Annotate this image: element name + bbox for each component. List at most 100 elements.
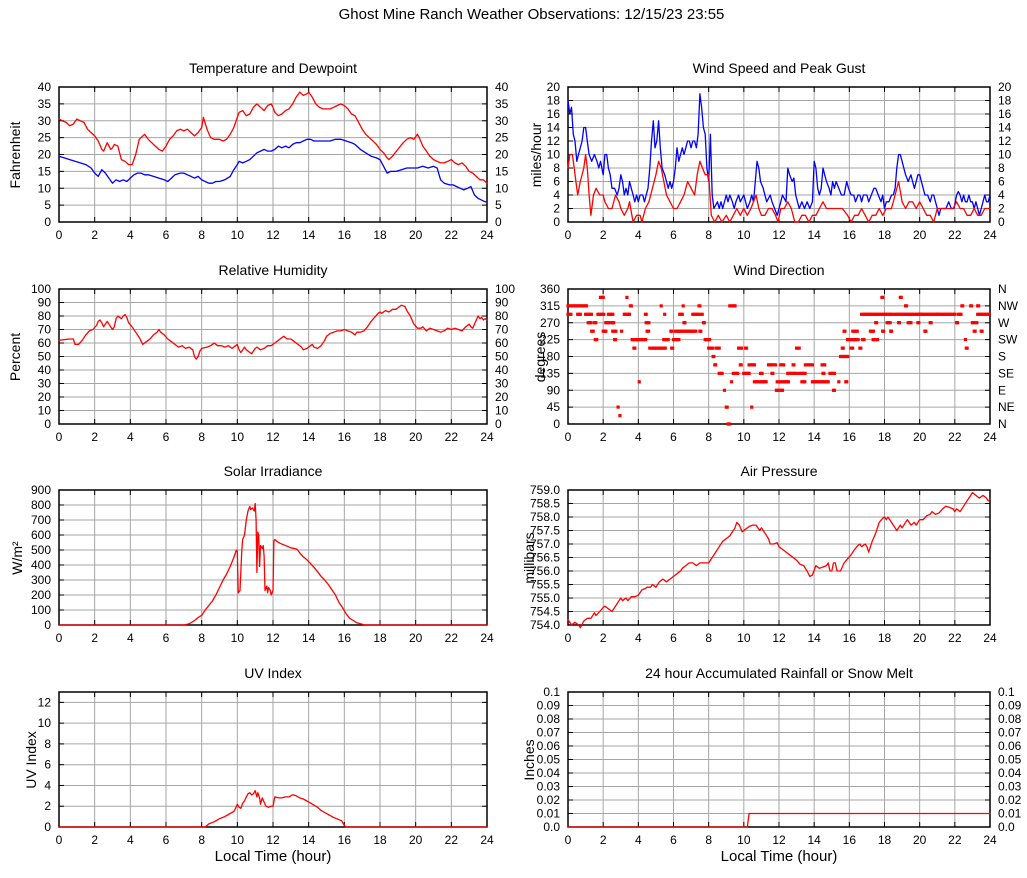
chart-title-wind-direction: Wind Direction [733,262,825,278]
svg-text:135: 135 [540,366,560,380]
chart-canvas-solar-irradiance: 0 2 4 6 8 10 12 14 16 18 20 22 240100200300400500600… [31,483,494,645]
series-uv-index [58,790,488,828]
svg-text:10: 10 [737,631,751,645]
svg-text:900: 900 [31,483,51,497]
svg-text:18: 18 [878,228,892,242]
svg-text:0.0: 0.0 [998,820,1015,834]
svg-text:0.02: 0.02 [998,793,1022,807]
svg-text:0.07: 0.07 [537,726,561,740]
chart-title-air-pressure: Air Pressure [740,463,818,479]
svg-text:10: 10 [998,148,1012,162]
svg-text:0.04: 0.04 [537,766,561,780]
svg-text:0: 0 [495,417,502,431]
svg-text:40: 40 [38,363,52,377]
svg-text:8: 8 [705,430,712,444]
svg-text:6: 6 [670,833,677,847]
svg-text:10: 10 [547,148,561,162]
svg-text:14: 14 [807,631,821,645]
svg-text:0.07: 0.07 [998,726,1022,740]
chart-title-rainfall: 24 hour Accumulated Rainfall or Snow Mel… [645,665,913,681]
svg-text:20: 20 [547,80,561,94]
svg-text:14: 14 [807,228,821,242]
svg-text:12: 12 [772,833,786,847]
svg-text:20: 20 [998,80,1012,94]
svg-text:4: 4 [127,228,134,242]
svg-text:14: 14 [302,430,316,444]
svg-text:22: 22 [445,631,459,645]
tick-labels: 0 2 4 6 8 10 12 14 16 18 20 22 24754.0754.5755.0755.… [530,483,997,645]
series-relative-humidity [58,304,488,360]
svg-text:0: 0 [565,430,572,444]
svg-text:24: 24 [983,631,997,645]
svg-text:4: 4 [998,188,1005,202]
svg-text:20: 20 [913,833,927,847]
tick-labels: 0 2 4 6 8 10 12 14 16 18 20 22 240.0 0.00.01 0.010.02 0… [537,685,1022,847]
svg-text:0: 0 [56,631,63,645]
svg-text:35: 35 [495,97,509,111]
svg-text:360: 360 [540,282,560,296]
svg-text:2: 2 [91,631,98,645]
svg-text:16: 16 [843,228,857,242]
svg-text:2: 2 [600,631,607,645]
svg-text:22: 22 [948,228,962,242]
svg-text:6: 6 [670,631,677,645]
svg-text:4: 4 [553,188,560,202]
svg-text:50: 50 [495,350,509,364]
chart-title-wind-speed: Wind Speed and Peak Gust [692,60,866,76]
svg-text:0.06: 0.06 [537,739,561,753]
svg-text:2: 2 [44,799,51,813]
svg-text:16: 16 [998,107,1012,121]
svg-text:10: 10 [737,430,751,444]
svg-text:0.01: 0.01 [998,807,1022,821]
svg-text:4: 4 [127,833,134,847]
svg-text:8: 8 [198,631,205,645]
svg-text:2: 2 [91,228,98,242]
svg-text:0: 0 [565,228,572,242]
svg-text:90: 90 [495,296,509,310]
svg-text:10: 10 [495,181,509,195]
svg-text:50: 50 [38,350,52,364]
svg-text:0.05: 0.05 [998,753,1022,767]
svg-text:10: 10 [495,404,509,418]
svg-text:90: 90 [38,296,52,310]
svg-text:16: 16 [843,833,857,847]
svg-text:0.09: 0.09 [998,699,1022,713]
svg-text:8: 8 [198,430,205,444]
svg-text:24: 24 [983,228,997,242]
svg-text:10: 10 [231,228,245,242]
svg-text:500: 500 [31,543,51,557]
svg-text:12: 12 [772,228,786,242]
svg-text:18: 18 [373,631,387,645]
svg-text:10: 10 [231,631,245,645]
x-axis-label-right: Local Time (hour) [720,848,838,865]
svg-text:12: 12 [998,134,1012,148]
svg-text:E: E [998,383,1006,397]
tick-marks [58,692,488,828]
svg-text:12: 12 [266,631,280,645]
svg-text:14: 14 [302,833,316,847]
svg-text:14: 14 [807,430,821,444]
svg-text:4: 4 [127,430,134,444]
x-axis-label-left: Local Time (hour) [214,848,332,865]
svg-text:12: 12 [547,134,561,148]
grid-lines [568,87,990,222]
svg-text:0: 0 [56,430,63,444]
chart-title-solar-irradiance: Solar Irradiance [223,463,323,479]
svg-text:24: 24 [983,833,997,847]
svg-text:30: 30 [495,114,509,128]
svg-text:2: 2 [600,228,607,242]
svg-text:15: 15 [38,164,52,178]
svg-text:22: 22 [948,833,962,847]
svg-text:40: 40 [495,363,509,377]
svg-text:5: 5 [44,198,51,212]
tick-labels: 0 2 4 6 8 10 12 14 16 18 20 22 240100200300400500600… [31,483,494,645]
svg-text:35: 35 [38,97,52,111]
svg-text:0: 0 [565,631,572,645]
